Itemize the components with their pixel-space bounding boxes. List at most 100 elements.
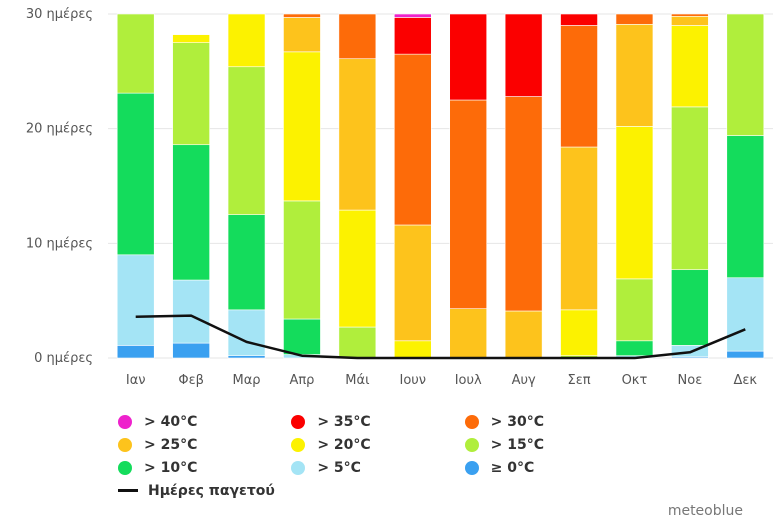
bar-segment <box>671 106 709 271</box>
bar-segment <box>172 144 210 281</box>
bar-segment <box>116 254 155 346</box>
bar-segment <box>615 13 654 25</box>
legend-label: > 10°C <box>144 459 198 476</box>
legend-swatch <box>118 414 132 429</box>
legend-item[interactable]: > 30°C <box>464 413 638 430</box>
bar-segment <box>227 66 266 215</box>
bar-segment <box>283 51 321 202</box>
bar-segment <box>338 209 377 328</box>
bar-segment <box>283 200 321 320</box>
bar-segment <box>172 342 210 359</box>
legend-label: > 5°C <box>317 459 361 476</box>
bar-segment <box>116 92 155 256</box>
bar-segment <box>393 17 432 55</box>
bar-segment <box>283 318 321 355</box>
legend-label: > 25°C <box>144 436 198 453</box>
x-tick-label: Αυγ <box>512 373 536 388</box>
bar-segment <box>560 146 598 311</box>
legend-item[interactable]: ≥ 0°C <box>464 459 638 476</box>
legend-swatch <box>464 414 479 429</box>
legend-item[interactable]: > 15°C <box>464 437 638 453</box>
legend-item[interactable]: > 35°C <box>291 414 464 430</box>
bar-segment <box>615 340 654 357</box>
x-tick-label: Φεβ <box>178 373 204 388</box>
y-tick-label: 30 ημέρες <box>26 7 93 22</box>
bar-segment <box>615 278 654 342</box>
bar-segment <box>560 309 598 357</box>
legend-label: > 40°C <box>144 413 198 430</box>
y-tick-label: 20 ημέρες <box>26 122 93 137</box>
bar-segment <box>227 13 266 68</box>
x-tick-label: Νοε <box>678 373 703 388</box>
bar-segment <box>671 269 709 346</box>
bar-segment <box>393 13 432 18</box>
bar-segment <box>172 279 210 344</box>
bar-segment <box>338 326 377 359</box>
frost-days-line <box>135 314 746 360</box>
legend-row: > 40°C > 35°C > 30°C <box>118 410 638 433</box>
x-tick-label: Ιαν <box>126 373 146 388</box>
bar-segment <box>449 308 488 359</box>
bar-segment <box>671 15 709 26</box>
chart-plot: 0 ημέρες 10 ημέρες 20 ημέρες 30 ημέρες Ιαν Φε… <box>26 7 773 388</box>
bar-segment <box>726 350 765 359</box>
bar-segment <box>116 345 155 359</box>
bar-segment <box>393 224 432 342</box>
bar-segment <box>449 13 488 101</box>
bar-segment <box>671 13 709 17</box>
legend-label: > 30°C <box>490 413 545 430</box>
legend-line-swatch <box>118 489 138 492</box>
legend-item[interactable]: > 40°C <box>118 414 291 430</box>
bar-segment <box>338 13 377 60</box>
x-tick-label: Οκτ <box>622 373 648 388</box>
legend-item-frost-line[interactable]: Ημέρες παγετού <box>118 479 638 502</box>
bar-segment <box>227 214 266 311</box>
legend-item[interactable]: > 20°C <box>291 437 464 453</box>
legend-item[interactable]: > 5°C <box>291 460 464 476</box>
bar-segment <box>504 310 543 359</box>
bar-segment <box>283 17 321 53</box>
bar-segment <box>393 340 432 359</box>
x-tick-label: Απρ <box>289 373 314 388</box>
legend-item[interactable]: > 25°C <box>118 437 291 453</box>
bar-segment <box>671 25 709 108</box>
bar-segment <box>615 126 654 280</box>
bar-segment <box>615 24 654 127</box>
bar-segment <box>283 13 321 18</box>
y-tick-label: 0 ημέρες <box>34 351 93 366</box>
x-tick-label: Σεπ <box>568 373 591 388</box>
legend-label: Ημέρες παγετού <box>148 482 275 499</box>
bar-segment <box>172 34 210 43</box>
bar-segment <box>227 309 266 357</box>
legend-row: > 10°C > 5°C ≥ 0°C <box>118 456 638 479</box>
legend-label: ≥ 0°C <box>490 459 535 476</box>
bar-segment <box>560 13 598 26</box>
bar-segment <box>172 42 210 146</box>
x-tick-label: Ιουλ <box>455 373 482 388</box>
y-tick-label: 10 ημέρες <box>26 236 93 251</box>
legend-swatch <box>464 437 479 452</box>
chart-legend: > 40°C > 35°C > 30°C > 25°C > 20°C > 15°C > 10… <box>118 410 638 502</box>
bar-segment <box>726 13 765 136</box>
bar-segment <box>560 25 598 148</box>
bar-segment <box>504 96 543 312</box>
bar-segment <box>393 53 432 226</box>
x-tick-label: Δεκ <box>733 373 757 388</box>
x-tick-label: Μαρ <box>233 373 261 388</box>
x-tick-label: Μάι <box>345 373 369 388</box>
legend-label: > 20°C <box>317 436 371 453</box>
bar-segment <box>726 135 765 279</box>
bar-segment <box>449 99 488 309</box>
legend-label: > 35°C <box>317 413 371 430</box>
bar-segment <box>504 13 543 97</box>
bar-segment <box>227 355 266 359</box>
bar-segment <box>338 58 377 211</box>
credit-text: meteoblue <box>667 503 743 519</box>
legend-swatch <box>118 460 132 475</box>
bar-segment <box>116 13 155 94</box>
legend-row: > 25°C > 20°C > 15°C <box>118 433 638 456</box>
bar-segment <box>726 277 765 352</box>
legend-item[interactable]: > 10°C <box>118 460 291 476</box>
legend-swatch <box>118 437 132 452</box>
legend-swatch <box>291 460 306 475</box>
